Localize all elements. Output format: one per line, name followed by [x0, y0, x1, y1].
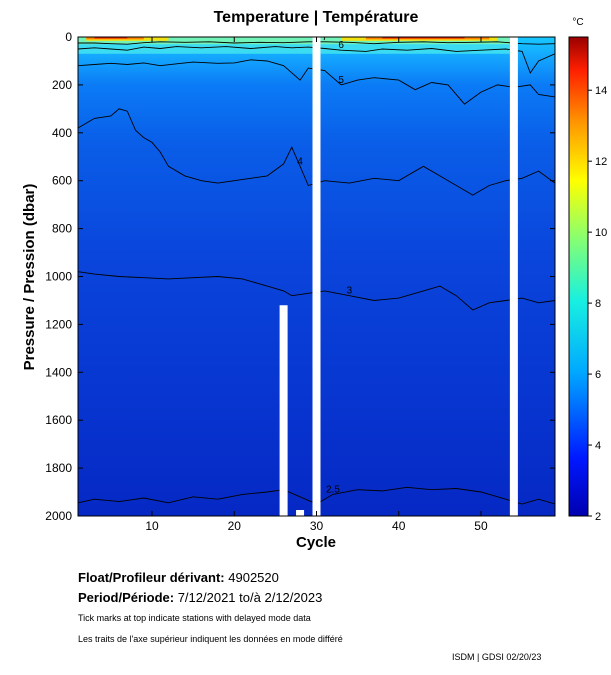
float-label: Float/Profileur dérivant: [78, 570, 225, 585]
y-tick-label: 1000 [45, 270, 72, 284]
contour-label: 5 [338, 75, 344, 86]
y-tick-label: 1200 [45, 317, 72, 331]
contour-line [78, 108, 555, 196]
y-tick-label: 1600 [45, 413, 72, 427]
y-tick-label: 1400 [45, 365, 72, 379]
x-tick-label: 10 [145, 519, 159, 533]
float-id: 4902520 [228, 570, 279, 585]
y-tick-label: 0 [65, 30, 72, 44]
x-tick-label: 20 [228, 519, 242, 533]
colorbar-tick-label: 14 [595, 85, 607, 97]
period-row: Period/Période: 7/12/2021 to/à 2/12/2023 [78, 588, 343, 608]
contour-label: 3 [347, 286, 353, 297]
period-start: 7/12/2021 [177, 590, 236, 605]
contour-label: 2.5 [326, 484, 340, 495]
missing-profile [279, 305, 288, 516]
y-tick-label: 1800 [45, 461, 72, 475]
contour-label: 6 [338, 40, 344, 51]
footer-credit: ISDM | GDSI 02/20/23 [452, 652, 542, 662]
contour-line [78, 271, 555, 311]
chart-title: Temperature | Température [214, 9, 419, 26]
colorbar: °C 2 4 6 8 10 12 14 [568, 17, 607, 523]
colorbar-tick-label: 10 [595, 227, 607, 239]
surface-band [382, 37, 465, 39]
period-end: 2/12/2023 [264, 590, 323, 605]
float-info: Float/Profileur dérivant: 4902520 Period… [78, 568, 343, 645]
colorbar-scale [568, 36, 589, 517]
period-sep: to/à [239, 590, 261, 605]
x-tick-label: 40 [392, 519, 406, 533]
period-label: Period/Période: [78, 590, 175, 605]
note-french: Les traits de l'axe supérieur indiquent … [78, 634, 343, 644]
warm-surface-layer [78, 37, 510, 54]
colorbar-tick-label: 12 [595, 156, 607, 168]
x-tick-label: 50 [474, 519, 488, 533]
colorbar-unit: °C [572, 17, 583, 28]
note-english: Tick marks at top indicate stations with… [78, 613, 311, 623]
x-axis-label: Cycle [296, 534, 336, 551]
x-axis-ticks: 10 20 30 40 50 [145, 37, 488, 533]
missing-profile [312, 37, 321, 516]
colorbar-ticks: 2 4 6 8 10 12 14 [588, 85, 607, 523]
x-tick-label: 30 [310, 519, 324, 533]
y-axis-ticks: 0 200 400 600 800 1000 1200 1400 1600 1800 2000 [45, 30, 555, 523]
y-tick-label: 400 [52, 126, 72, 140]
y-axis-label: Pressure / Pression (dbar) [21, 184, 38, 371]
missing-profile [296, 510, 305, 516]
surface-band [94, 37, 128, 39]
surface-band [78, 37, 313, 45]
contour-label: 4 [297, 156, 303, 167]
colorbar-tick-label: 4 [595, 440, 601, 452]
y-tick-label: 200 [52, 78, 72, 92]
missing-profile [509, 37, 518, 516]
y-tick-label: 600 [52, 174, 72, 188]
float-row: Float/Profileur dérivant: 4902520 [78, 568, 343, 588]
contour-label: 7 [322, 32, 328, 43]
colorbar-tick-label: 6 [595, 369, 601, 381]
missing-profiles [279, 37, 518, 516]
colorbar-tick-label: 8 [595, 298, 601, 310]
y-tick-label: 2000 [45, 509, 72, 523]
y-tick-label: 800 [52, 222, 72, 236]
contour-line [78, 41, 555, 45]
colorbar-tick-label: 2 [595, 511, 601, 523]
plot-area: 76 5 4 3 2.5 [78, 32, 555, 516]
